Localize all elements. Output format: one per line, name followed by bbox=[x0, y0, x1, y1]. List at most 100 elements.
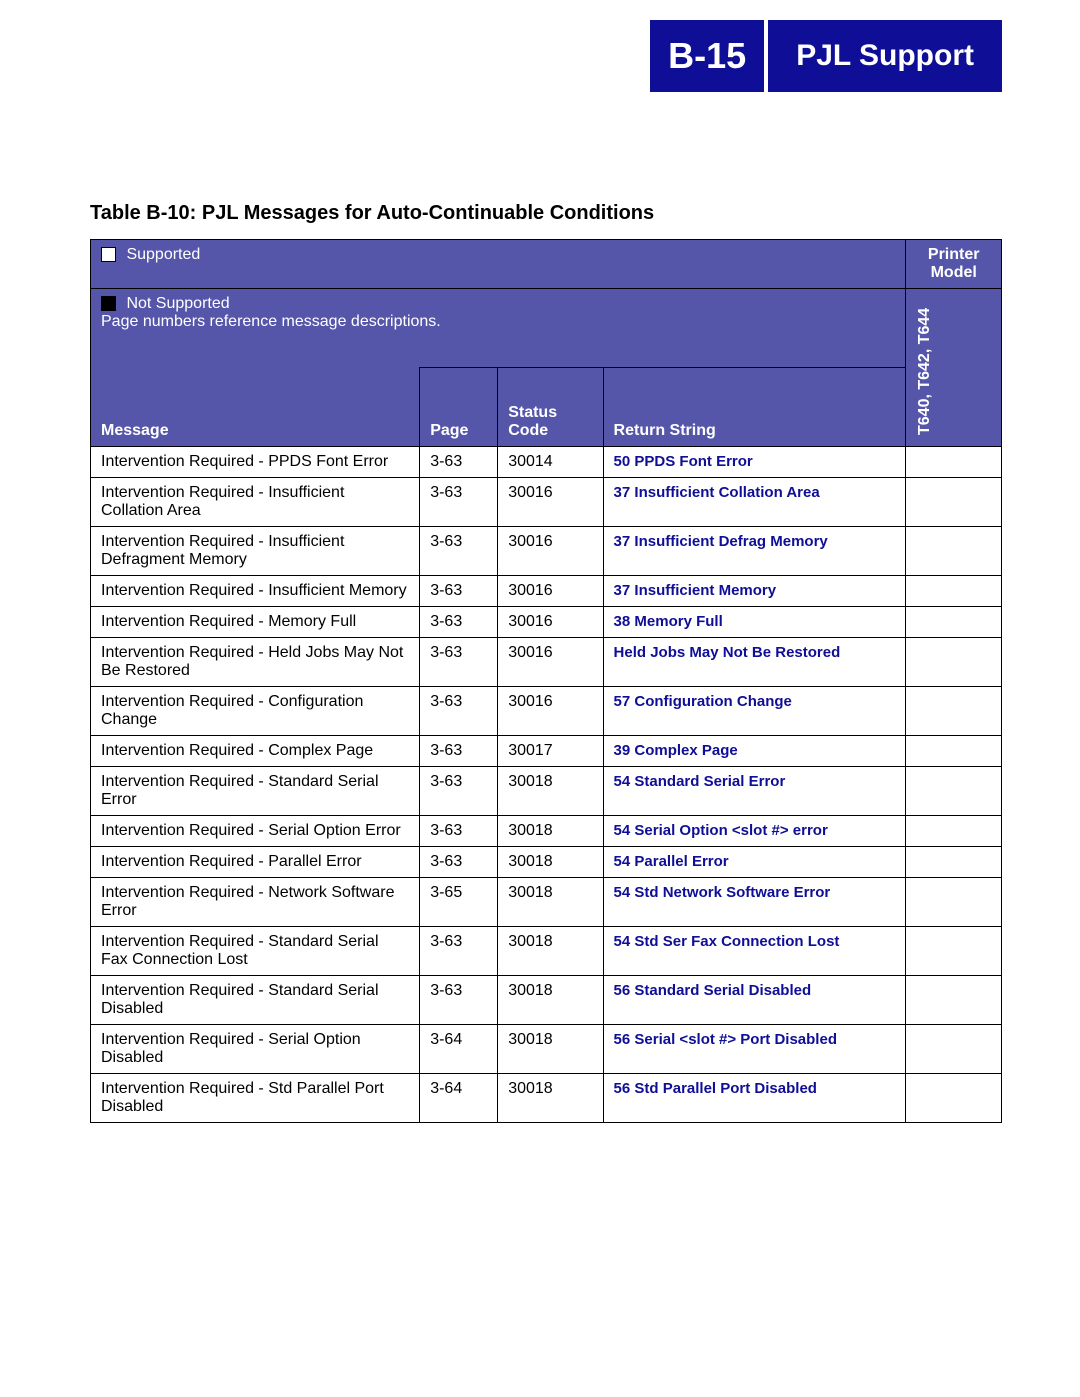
cell-message: Intervention Required - Memory Full bbox=[91, 607, 420, 638]
cell-return-string[interactable]: 50 PPDS Font Error bbox=[603, 447, 906, 478]
cell-status-code: 30018 bbox=[498, 927, 603, 976]
column-headers-row: Message Page Status Code Return String bbox=[91, 368, 1002, 447]
cell-printer-model bbox=[906, 1074, 1002, 1123]
cell-status-code: 30018 bbox=[498, 767, 603, 816]
cell-message: Intervention Required - Configuration Ch… bbox=[91, 687, 420, 736]
cell-message: Intervention Required - Std Parallel Por… bbox=[91, 1074, 420, 1123]
cell-page: 3-63 bbox=[420, 816, 498, 847]
cell-status-code: 30016 bbox=[498, 527, 603, 576]
cell-page: 3-63 bbox=[420, 847, 498, 878]
cell-page: 3-63 bbox=[420, 736, 498, 767]
table-row: Intervention Required - Configuration Ch… bbox=[91, 687, 1002, 736]
table-row: Intervention Required - Complex Page3-63… bbox=[91, 736, 1002, 767]
cell-page: 3-65 bbox=[420, 878, 498, 927]
cell-printer-model bbox=[906, 878, 1002, 927]
cell-page: 3-63 bbox=[420, 927, 498, 976]
cell-return-string[interactable]: 54 Std Network Software Error bbox=[603, 878, 906, 927]
cell-printer-model bbox=[906, 478, 1002, 527]
cell-message: Intervention Required - Serial Option Er… bbox=[91, 816, 420, 847]
table-row: Intervention Required - Serial Option Di… bbox=[91, 1025, 1002, 1074]
cell-message: Intervention Required - Insufficient Def… bbox=[91, 527, 420, 576]
legend-notsupported-label: Not Supported bbox=[126, 295, 229, 312]
cell-printer-model bbox=[906, 527, 1002, 576]
cell-status-code: 30016 bbox=[498, 576, 603, 607]
table-row: Intervention Required - Std Parallel Por… bbox=[91, 1074, 1002, 1123]
cell-printer-model bbox=[906, 767, 1002, 816]
table-row: Intervention Required - Serial Option Er… bbox=[91, 816, 1002, 847]
cell-return-string[interactable]: 57 Configuration Change bbox=[603, 687, 906, 736]
cell-printer-model bbox=[906, 687, 1002, 736]
cell-return-string[interactable]: 54 Std Ser Fax Connection Lost bbox=[603, 927, 906, 976]
cell-printer-model bbox=[906, 576, 1002, 607]
cell-return-string[interactable]: 54 Parallel Error bbox=[603, 847, 906, 878]
printer-model-list-cell: T640, T642, T644 bbox=[906, 289, 1002, 447]
table-row: Intervention Required - Standard Serial … bbox=[91, 976, 1002, 1025]
cell-status-code: 30018 bbox=[498, 816, 603, 847]
cell-message: Intervention Required - Standard Serial … bbox=[91, 767, 420, 816]
cell-message: Intervention Required - Complex Page bbox=[91, 736, 420, 767]
legend-notsupported-cell: Not Supported Page numbers reference mes… bbox=[91, 289, 906, 368]
printer-model-list: T640, T642, T644 bbox=[916, 295, 934, 435]
cell-return-string[interactable]: Held Jobs May Not Be Restored bbox=[603, 638, 906, 687]
cell-message: Intervention Required - Network Software… bbox=[91, 878, 420, 927]
cell-message: Intervention Required - Standard Serial … bbox=[91, 976, 420, 1025]
cell-printer-model bbox=[906, 816, 1002, 847]
cell-page: 3-64 bbox=[420, 1025, 498, 1074]
table-row: Intervention Required - Held Jobs May No… bbox=[91, 638, 1002, 687]
cell-status-code: 30018 bbox=[498, 1025, 603, 1074]
cell-message: Intervention Required - Standard Serial … bbox=[91, 927, 420, 976]
table-row: Intervention Required - Insufficient Col… bbox=[91, 478, 1002, 527]
header-box: B-15 PJL Support bbox=[650, 20, 1002, 92]
cell-status-code: 30016 bbox=[498, 687, 603, 736]
legend-supported-cell: Supported bbox=[91, 240, 906, 289]
col-return-string: Return String bbox=[603, 368, 906, 447]
cell-page: 3-63 bbox=[420, 607, 498, 638]
table-row: Intervention Required - Insufficient Def… bbox=[91, 527, 1002, 576]
cell-page: 3-63 bbox=[420, 576, 498, 607]
cell-page: 3-63 bbox=[420, 638, 498, 687]
cell-return-string[interactable]: 38 Memory Full bbox=[603, 607, 906, 638]
not-supported-icon bbox=[101, 296, 116, 311]
cell-page: 3-64 bbox=[420, 1074, 498, 1123]
cell-message: Intervention Required - Parallel Error bbox=[91, 847, 420, 878]
cell-message: Intervention Required - Insufficient Mem… bbox=[91, 576, 420, 607]
legend-supported-row: Supported Printer Model bbox=[91, 240, 1002, 289]
cell-status-code: 30016 bbox=[498, 478, 603, 527]
cell-return-string[interactable]: 54 Standard Serial Error bbox=[603, 767, 906, 816]
content-area: Table B-10: PJL Messages for Auto-Contin… bbox=[0, 92, 1080, 1123]
cell-return-string[interactable]: 37 Insufficient Collation Area bbox=[603, 478, 906, 527]
table-row: Intervention Required - Memory Full3-63 3… bbox=[91, 607, 1002, 638]
cell-return-string[interactable]: 37 Insufficient Memory bbox=[603, 576, 906, 607]
table-caption: Table B-10: PJL Messages for Auto-Contin… bbox=[90, 202, 1002, 225]
cell-status-code: 30018 bbox=[498, 878, 603, 927]
cell-return-string[interactable]: 37 Insufficient Defrag Memory bbox=[603, 527, 906, 576]
cell-printer-model bbox=[906, 847, 1002, 878]
cell-message: Intervention Required - Held Jobs May No… bbox=[91, 638, 420, 687]
cell-return-string[interactable]: 54 Serial Option <slot #> error bbox=[603, 816, 906, 847]
pjl-messages-table: Supported Printer Model Not Supported Pa… bbox=[90, 239, 1002, 1123]
table-row: Intervention Required - PPDS Font Error3… bbox=[91, 447, 1002, 478]
table-row: Intervention Required - Standard Serial … bbox=[91, 767, 1002, 816]
page-code: B-15 bbox=[650, 20, 768, 92]
supported-icon bbox=[101, 247, 116, 262]
page-header: B-15 PJL Support bbox=[0, 0, 1080, 92]
cell-printer-model bbox=[906, 927, 1002, 976]
cell-status-code: 30018 bbox=[498, 976, 603, 1025]
cell-message: Intervention Required - PPDS Font Error bbox=[91, 447, 420, 478]
cell-page: 3-63 bbox=[420, 976, 498, 1025]
cell-return-string[interactable]: 56 Standard Serial Disabled bbox=[603, 976, 906, 1025]
table-row: Intervention Required - Standard Serial … bbox=[91, 927, 1002, 976]
col-message: Message bbox=[91, 368, 420, 447]
cell-page: 3-63 bbox=[420, 527, 498, 576]
cell-return-string[interactable]: 56 Serial <slot #> Port Disabled bbox=[603, 1025, 906, 1074]
col-page: Page bbox=[420, 368, 498, 447]
cell-status-code: 30016 bbox=[498, 638, 603, 687]
cell-printer-model bbox=[906, 736, 1002, 767]
cell-message: Intervention Required - Serial Option Di… bbox=[91, 1025, 420, 1074]
cell-return-string[interactable]: 39 Complex Page bbox=[603, 736, 906, 767]
cell-return-string[interactable]: 56 Std Parallel Port Disabled bbox=[603, 1074, 906, 1123]
cell-printer-model bbox=[906, 447, 1002, 478]
cell-printer-model bbox=[906, 976, 1002, 1025]
cell-page: 3-63 bbox=[420, 767, 498, 816]
printer-model-header: Printer Model bbox=[906, 240, 1002, 289]
